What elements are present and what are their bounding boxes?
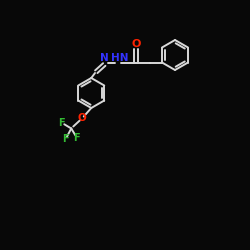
Text: F: F [74,133,80,143]
Text: O: O [131,40,140,50]
Text: F: F [62,134,69,144]
Text: O: O [78,114,86,124]
Text: F: F [58,118,65,128]
Text: HN: HN [111,53,128,63]
Text: N: N [100,53,109,63]
